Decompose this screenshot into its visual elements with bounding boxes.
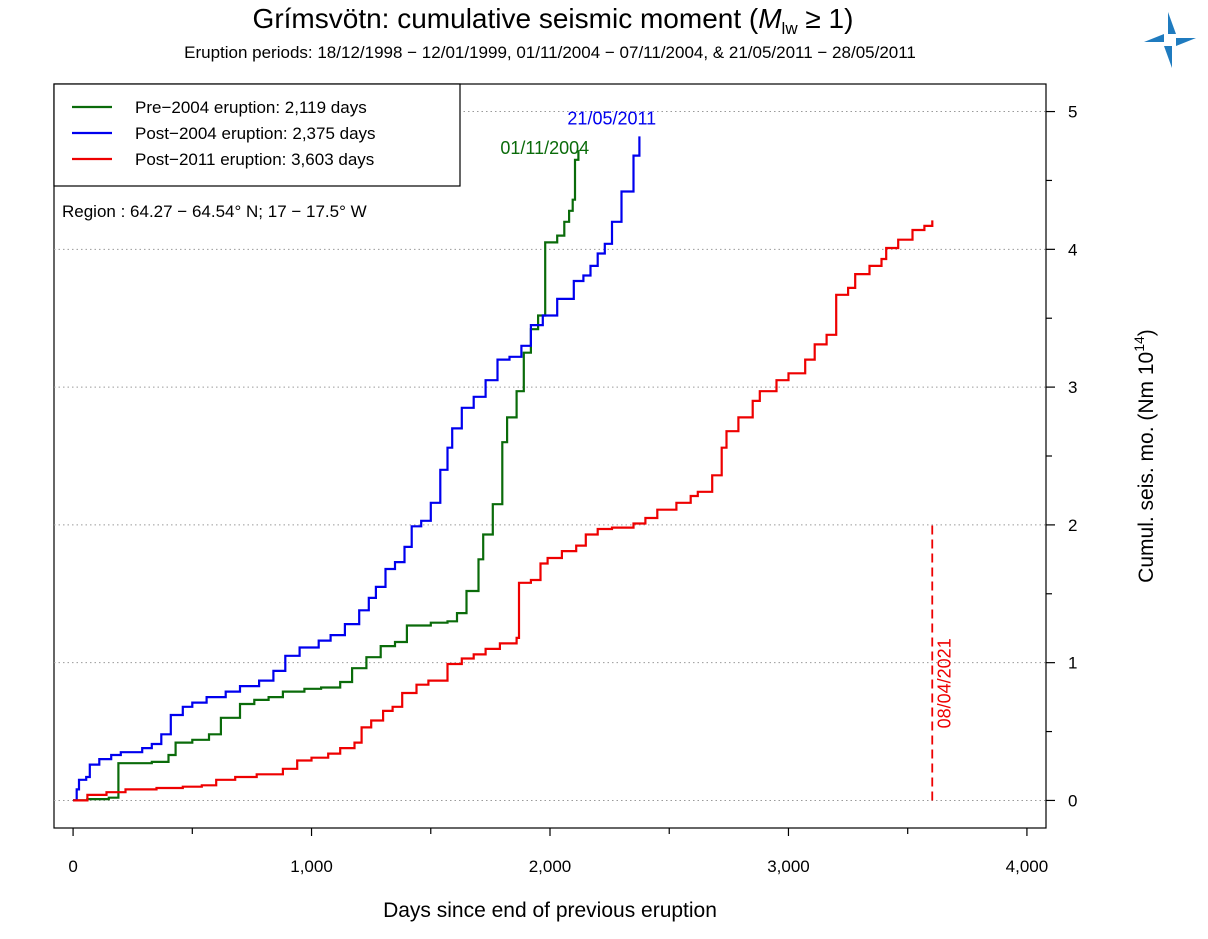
x-tick-label-2: 2,000 bbox=[529, 857, 572, 876]
y-axis-label-prefix: Cumul. seis. mo. (Nm 10 bbox=[1135, 352, 1158, 583]
region-note: Region : 64.27 − 64.54° N; 17 − 17.5° W bbox=[62, 202, 367, 221]
x-axis-label: Days since end of previous eruption bbox=[383, 899, 717, 922]
chart-subtitle: Eruption periods: 18/12/1998 − 12/01/199… bbox=[184, 43, 916, 62]
legend-label-0: Pre−2004 eruption: 2,119 days bbox=[135, 98, 367, 117]
legend-label-2: Post−2011 eruption: 3,603 days bbox=[135, 150, 374, 169]
chart-title: Grímsvötn: cumulative seismic moment (Ml… bbox=[253, 3, 854, 38]
legend-items: Pre−2004 eruption: 2,119 days Post−2004 e… bbox=[72, 98, 376, 169]
plot-frame bbox=[53, 83, 1047, 829]
series-lines bbox=[73, 136, 934, 802]
gridlines bbox=[54, 111, 1046, 801]
x-axis: 0 1,000 2,000 3,000 4,000 bbox=[68, 828, 1048, 876]
y-tick-label-5: 5 bbox=[1068, 103, 1077, 122]
y-axis: 0 1 2 3 4 5 bbox=[1046, 103, 1077, 810]
legend-label-1: Post−2004 eruption: 2,375 days bbox=[135, 124, 376, 143]
x-tick-label-4: 4,000 bbox=[1006, 857, 1049, 876]
title-prefix: Grímsvötn: cumulative seismic moment ( bbox=[253, 3, 759, 34]
marker-label: 08/04/2021 bbox=[934, 638, 954, 728]
y-tick-label-2: 2 bbox=[1068, 516, 1077, 535]
y-tick-label-0: 0 bbox=[1068, 791, 1077, 810]
x-tick-label-1: 1,000 bbox=[290, 857, 333, 876]
x-tick-label-3: 3,000 bbox=[767, 857, 810, 876]
y-tick-label-4: 4 bbox=[1068, 240, 1077, 259]
title-math-sub: lw bbox=[782, 19, 799, 38]
marker-line-group: 08/04/2021 bbox=[931, 524, 954, 801]
x-tick-label-0: 0 bbox=[68, 857, 77, 876]
series-line-1 bbox=[73, 136, 641, 802]
legend-box bbox=[53, 83, 461, 187]
y-axis-label-sup: 14 bbox=[1131, 336, 1147, 352]
series-end-label-0: 01/11/2004 bbox=[500, 138, 589, 158]
title-suffix: ≥ 1) bbox=[798, 3, 854, 34]
title-math-var: M bbox=[758, 3, 782, 34]
y-tick-label-3: 3 bbox=[1068, 378, 1077, 397]
y-tick-label-1: 1 bbox=[1068, 654, 1077, 673]
y-axis-label: Cumul. seis. mo. (Nm 1014) bbox=[1131, 329, 1158, 583]
series-line-2 bbox=[73, 220, 934, 802]
series-end-labels: 01/11/2004 21/05/2011 bbox=[500, 108, 656, 158]
series-line-0 bbox=[73, 150, 580, 802]
legend: Pre−2004 eruption: 2,119 days Post−2004 e… bbox=[53, 83, 461, 187]
series-end-label-1: 21/05/2011 bbox=[567, 108, 656, 128]
y-axis-label-suffix: ) bbox=[1135, 329, 1158, 336]
imo-triangle-logo bbox=[1144, 12, 1196, 68]
